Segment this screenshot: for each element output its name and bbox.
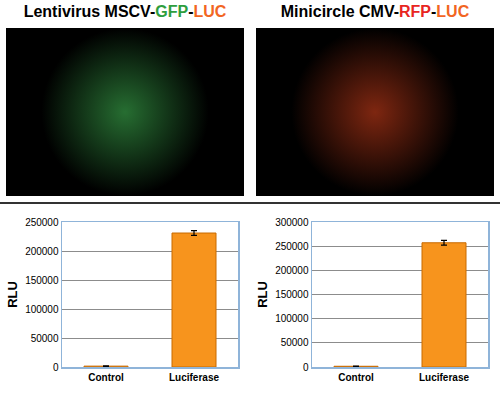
- svg-text:150000: 150000: [25, 275, 59, 286]
- svg-text:0: 0: [53, 362, 59, 373]
- svg-text:RLU: RLU: [255, 281, 270, 308]
- svg-text:250000: 250000: [25, 217, 59, 228]
- svg-text:300000: 300000: [275, 217, 309, 228]
- svg-text:50000: 50000: [31, 333, 59, 344]
- svg-text:Luciferase: Luciferase: [419, 372, 469, 383]
- svg-text:200000: 200000: [275, 265, 309, 276]
- svg-text:0: 0: [303, 362, 309, 373]
- svg-text:Luciferase: Luciferase: [169, 372, 219, 383]
- svg-text:150000: 150000: [275, 289, 309, 300]
- svg-text:250000: 250000: [275, 241, 309, 252]
- svg-text:200000: 200000: [25, 246, 59, 257]
- html-text:Lentivirus MSCV - GFP - LUC: Lentivirus MSCV - GFP - LUC: [23, 3, 227, 20]
- html-text:Minicircle CMV - RFP - LUC: Minicircle CMV - RFP - LUC: [280, 3, 470, 20]
- svg-text:Control: Control: [338, 372, 374, 383]
- svg-text:Control: Control: [88, 372, 124, 383]
- svg-text:100000: 100000: [25, 304, 59, 315]
- svg-text:100000: 100000: [275, 313, 309, 324]
- svg-text:RLU: RLU: [5, 281, 20, 308]
- svg-text:50000: 50000: [281, 337, 309, 348]
